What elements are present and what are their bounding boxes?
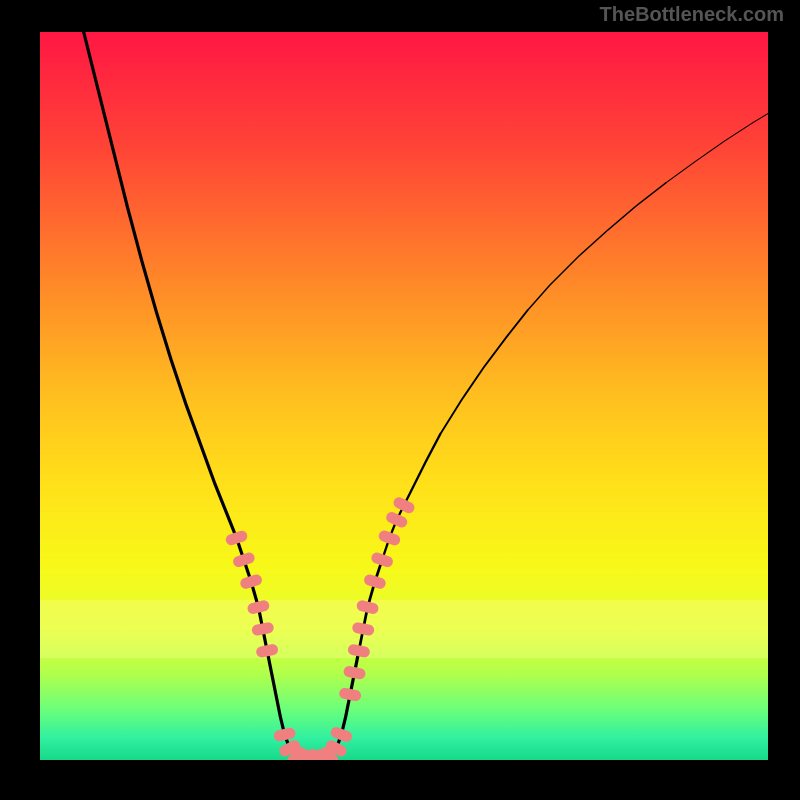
- chart-stage: TheBottleneck.com: [0, 0, 800, 800]
- overlay-band: [40, 600, 768, 658]
- chart-svg: [0, 0, 800, 800]
- watermark-text: TheBottleneck.com: [600, 4, 784, 27]
